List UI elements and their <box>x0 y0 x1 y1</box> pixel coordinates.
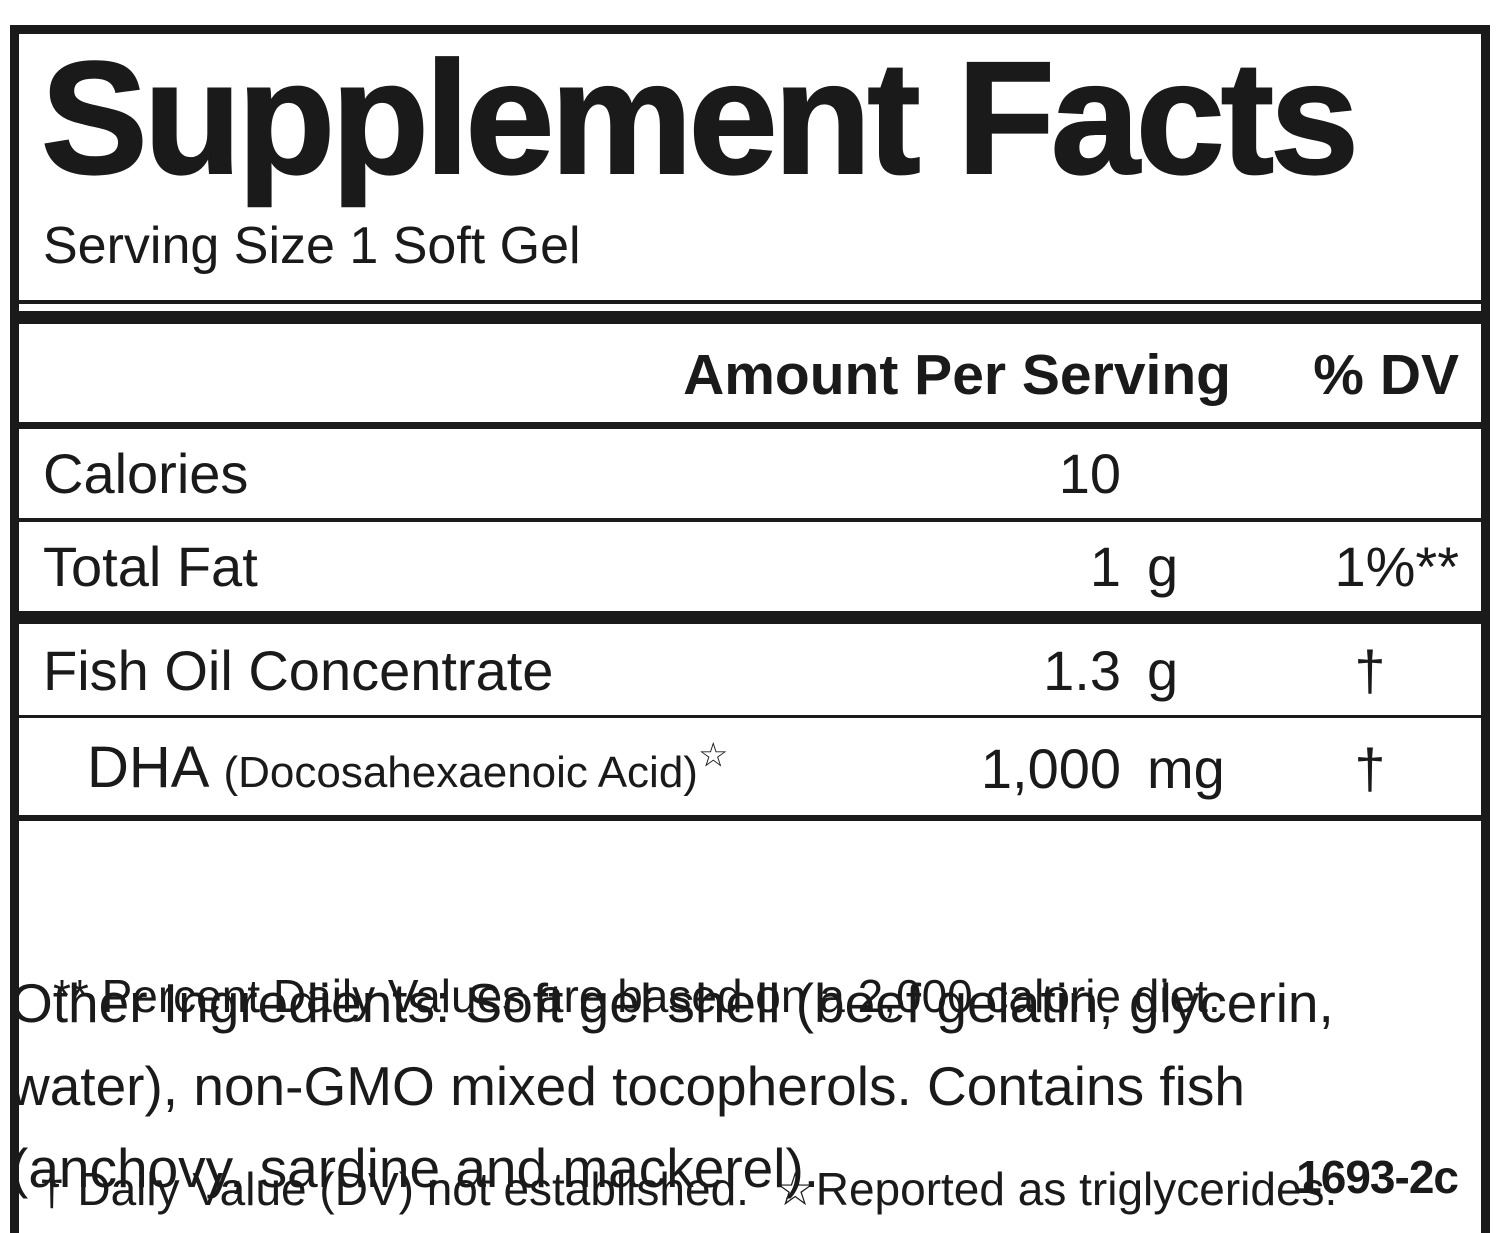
nutrient-dv: 1%** <box>1334 535 1459 598</box>
table-row-calories: Calories 10 <box>19 429 1481 522</box>
nutrient-value: 1 <box>1089 535 1121 598</box>
serving-size: Serving Size 1 Soft Gel <box>43 217 581 275</box>
divider-gap <box>19 304 1481 311</box>
nutrient-name: DHA (Docosahexaenoic Acid)☆ <box>43 734 951 801</box>
nutrient-dv: † <box>1354 639 1386 702</box>
panel-title: Supplement Facts <box>40 28 1360 207</box>
nutrient-unit: g <box>1147 639 1179 702</box>
divider-thin-top <box>19 300 1481 304</box>
table-row-dha: DHA (Docosahexaenoic Acid)☆ 1,000 mg † <box>19 718 1481 821</box>
footnote-dv-not-established: † Daily Value (DV) not established. ☆Rep… <box>39 1162 1338 1215</box>
star-footnote-marker: ☆ <box>697 736 729 775</box>
nutrient-name: Fish Oil Concentrate <box>43 639 554 702</box>
table-row-total-fat: Total Fat 1 g 1%** <box>19 522 1481 624</box>
nutrient-value: 1,000 <box>980 737 1121 800</box>
table-header: Amount Per Serving % DV <box>19 324 1481 429</box>
footnotes: ** Percent Daily Values are based on a 2… <box>19 821 1481 1233</box>
product-code: 1693-2c <box>1296 1151 1459 1203</box>
other-ingredients: Other Ingredients: Soft gel shell (beef … <box>10 972 1334 1199</box>
nutrient-dv: † <box>1354 737 1386 800</box>
facts-panel: Supplement Facts Serving Size 1 Soft Gel… <box>10 25 1490 1233</box>
nutrient-name: Calories <box>43 442 249 505</box>
nutrient-value: 10 <box>1058 442 1121 505</box>
nutrient-name: Total Fat <box>43 535 258 598</box>
nutrient-unit: g <box>1147 535 1179 598</box>
percent-dv-label: % DV <box>1313 343 1459 407</box>
dha-chemical-name: (Docosahexaenoic Acid) <box>223 748 698 797</box>
nutrient-value: 1.3 <box>1043 639 1121 702</box>
dha-label: DHA <box>87 735 210 800</box>
table-row-fish-oil: Fish Oil Concentrate 1.3 g † <box>19 624 1481 718</box>
nutrient-unit: mg <box>1147 737 1225 800</box>
footnote-daily-values: ** Percent Daily Values are based on a 2… <box>53 969 1221 1022</box>
amount-per-serving-label: Amount Per Serving <box>683 343 1231 407</box>
divider-thick-top <box>19 311 1481 324</box>
